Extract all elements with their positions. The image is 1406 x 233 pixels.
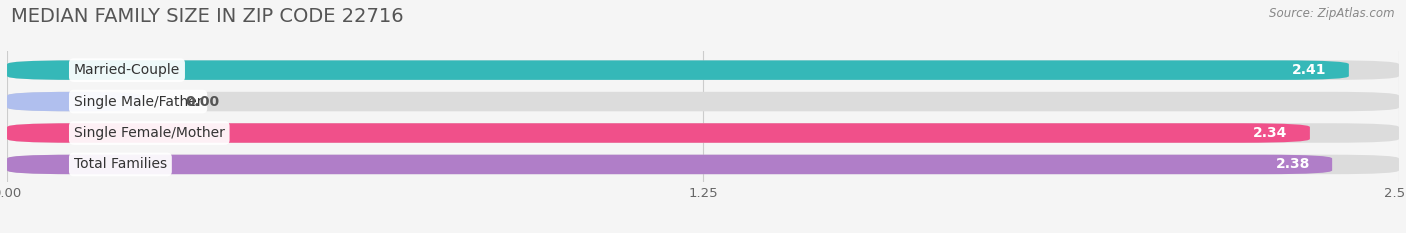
- FancyBboxPatch shape: [7, 60, 1348, 80]
- Text: Married-Couple: Married-Couple: [75, 63, 180, 77]
- Text: 2.38: 2.38: [1275, 158, 1310, 171]
- Text: MEDIAN FAMILY SIZE IN ZIP CODE 22716: MEDIAN FAMILY SIZE IN ZIP CODE 22716: [11, 7, 404, 26]
- Text: 0.00: 0.00: [186, 95, 219, 109]
- Text: Single Female/Mother: Single Female/Mother: [75, 126, 225, 140]
- FancyBboxPatch shape: [7, 155, 1399, 174]
- Text: Source: ZipAtlas.com: Source: ZipAtlas.com: [1270, 7, 1395, 20]
- FancyBboxPatch shape: [7, 92, 141, 111]
- Text: Single Male/Father: Single Male/Father: [75, 95, 202, 109]
- FancyBboxPatch shape: [7, 92, 1399, 111]
- FancyBboxPatch shape: [7, 60, 1399, 80]
- FancyBboxPatch shape: [7, 123, 1399, 143]
- Text: 2.41: 2.41: [1292, 63, 1327, 77]
- FancyBboxPatch shape: [7, 155, 1331, 174]
- Text: Total Families: Total Families: [75, 158, 167, 171]
- Text: 2.34: 2.34: [1253, 126, 1288, 140]
- FancyBboxPatch shape: [7, 123, 1310, 143]
